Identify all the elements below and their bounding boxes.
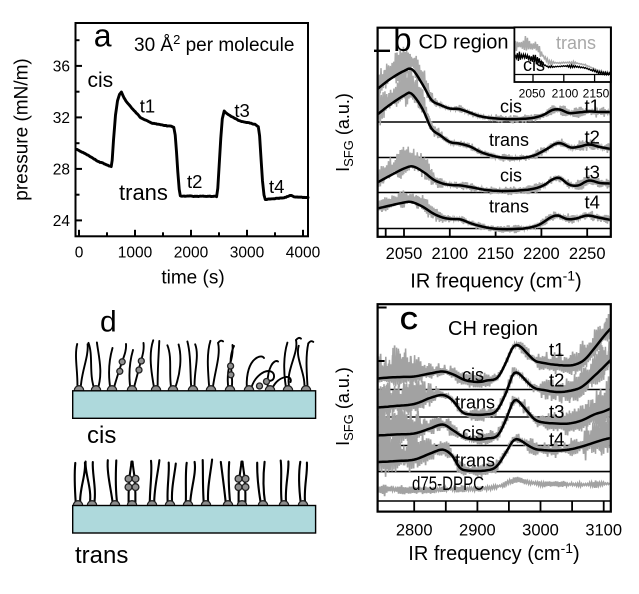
svg-text:d75-DPPC: d75-DPPC	[412, 474, 484, 495]
svg-text:t3: t3	[585, 162, 600, 183]
svg-text:trans: trans	[75, 542, 128, 569]
svg-text:1000: 1000	[118, 245, 153, 262]
svg-text:2050: 2050	[386, 245, 423, 263]
svg-text:2050: 2050	[519, 86, 546, 100]
svg-text:2000: 2000	[174, 245, 209, 262]
svg-text:2800: 2800	[396, 522, 433, 540]
svg-text:trans: trans	[455, 451, 495, 471]
svg-text:28: 28	[53, 161, 70, 178]
svg-text:trans: trans	[119, 180, 168, 205]
svg-text:b: b	[393, 21, 411, 58]
svg-text:pressure (mN/m): pressure (mN/m)	[12, 58, 33, 201]
svg-text:2100: 2100	[431, 245, 468, 263]
svg-text:IR frequency (cm-1): IR frequency (cm-1)	[410, 268, 581, 293]
svg-text:cis: cis	[88, 69, 114, 92]
svg-text:cis: cis	[462, 365, 484, 385]
svg-text:2900: 2900	[459, 522, 496, 540]
svg-text:2150: 2150	[477, 245, 514, 263]
svg-text:24: 24	[53, 213, 71, 230]
svg-text:t4: t4	[585, 192, 600, 213]
svg-text:3000: 3000	[230, 245, 265, 262]
svg-text:t4: t4	[549, 429, 564, 450]
svg-text:32: 32	[53, 110, 70, 127]
svg-text:IR frequency (cm-1): IR frequency (cm-1)	[408, 540, 579, 565]
svg-text:cis: cis	[500, 97, 522, 117]
svg-text:t2: t2	[187, 171, 202, 192]
svg-text:t2: t2	[585, 127, 600, 148]
svg-text:d: d	[100, 306, 117, 339]
svg-text:2250: 2250	[569, 245, 606, 263]
svg-text:4000: 4000	[286, 245, 321, 262]
svg-text:3100: 3100	[585, 522, 622, 540]
svg-text:trans: trans	[489, 197, 529, 217]
svg-text:t3: t3	[234, 100, 249, 121]
svg-text:t2: t2	[549, 370, 564, 391]
svg-text:cis: cis	[523, 55, 545, 75]
svg-text:t4: t4	[269, 176, 284, 197]
svg-text:2100: 2100	[552, 86, 579, 100]
svg-text:cis: cis	[462, 423, 484, 443]
svg-text:trans: trans	[455, 393, 495, 413]
svg-text:trans: trans	[489, 130, 529, 150]
svg-text:0: 0	[75, 245, 84, 262]
svg-text:C: C	[400, 308, 418, 336]
svg-text:a: a	[94, 18, 112, 54]
svg-text:30 Å2 per molecule: 30 Å2 per molecule	[134, 32, 294, 56]
svg-text:2150: 2150	[583, 86, 610, 100]
svg-text:cis: cis	[500, 166, 522, 186]
svg-text:36: 36	[53, 58, 70, 75]
svg-text:cis: cis	[87, 422, 116, 449]
svg-text:time (s): time (s)	[161, 268, 224, 289]
svg-text:t3: t3	[549, 401, 564, 422]
svg-text:t1: t1	[549, 339, 564, 360]
svg-text:2200: 2200	[523, 245, 560, 263]
svg-text:CD region: CD region	[419, 31, 509, 53]
svg-text:t1: t1	[585, 96, 600, 117]
svg-text:trans: trans	[556, 33, 596, 53]
svg-text:CH region: CH region	[448, 318, 538, 340]
svg-text:3000: 3000	[522, 522, 559, 540]
svg-text:t1: t1	[140, 96, 155, 117]
